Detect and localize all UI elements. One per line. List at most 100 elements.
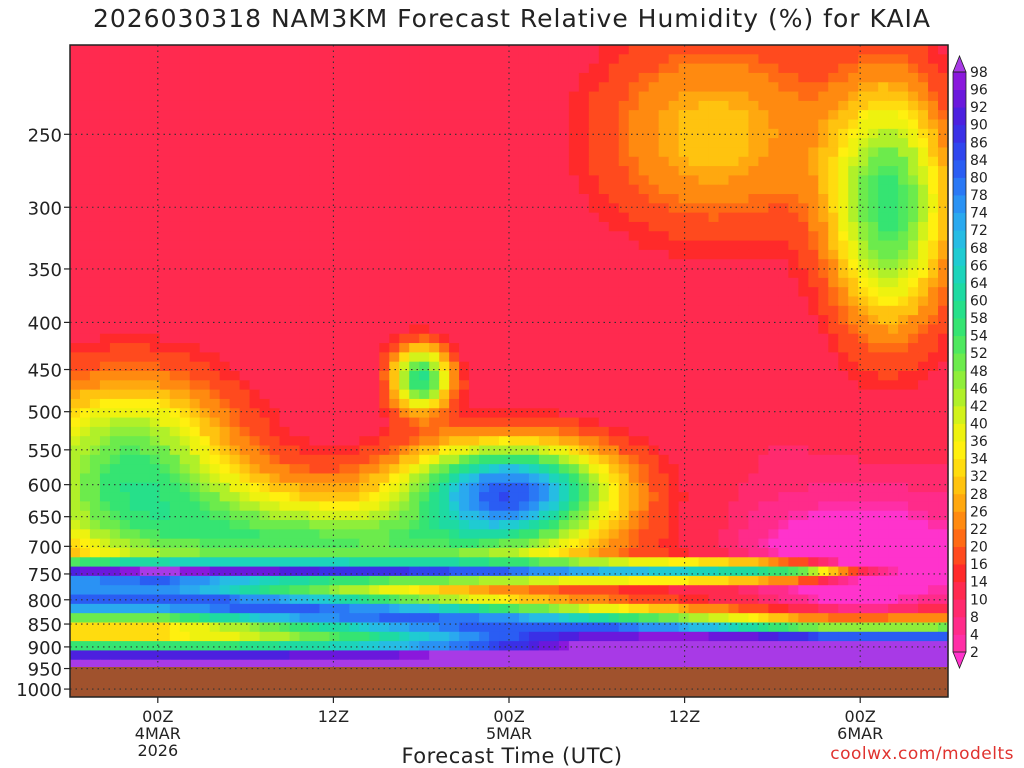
rh-cell [808, 529, 819, 540]
rh-cell [269, 100, 281, 111]
rh-cell [99, 119, 111, 130]
rh-cell [738, 72, 750, 83]
rh-cell [499, 371, 510, 381]
rh-cell [938, 100, 949, 111]
rh-cell [419, 464, 430, 475]
rh-cell [409, 305, 420, 316]
rh-cell [588, 287, 600, 298]
rh-cell [499, 166, 510, 176]
rh-cell [109, 175, 121, 186]
rh-cell [189, 119, 201, 130]
rh-cell [229, 352, 241, 363]
rh-cell [399, 175, 410, 186]
rh-cell [718, 296, 730, 307]
rh-cell [648, 361, 660, 372]
rh-cell [938, 82, 949, 93]
rh-cell [359, 194, 370, 204]
rh-cell [668, 45, 680, 55]
rh-cell [199, 194, 211, 204]
rh-cell [359, 128, 370, 139]
rh-cell [219, 72, 231, 83]
rh-cell [159, 268, 171, 279]
rh-cell [718, 184, 730, 195]
rh-cell [808, 333, 819, 344]
rh-cell [928, 324, 939, 335]
rh-cell [269, 464, 281, 475]
rh-cell [908, 231, 919, 242]
rh-cell [878, 82, 889, 93]
rh-cell [70, 501, 81, 512]
rh-cell [898, 305, 909, 316]
rh-cell [788, 259, 799, 270]
rh-cell [708, 194, 720, 204]
rh-cell [938, 194, 949, 204]
rh-cell [938, 110, 949, 121]
rh-cell [878, 54, 889, 65]
rh-cell [89, 54, 101, 65]
rh-cell [249, 249, 261, 260]
rh-cell [319, 268, 331, 279]
rh-cell [688, 119, 700, 130]
rh-cell [89, 184, 101, 195]
rh-cell [548, 501, 560, 512]
rh-cell [548, 194, 560, 204]
rh-cell [70, 110, 81, 121]
rh-cell [758, 287, 770, 298]
rh-cell [459, 315, 470, 326]
rh-cell [918, 175, 929, 186]
rh-cell [738, 501, 750, 512]
rh-cell [528, 529, 540, 540]
rh-cell [469, 492, 480, 502]
rh-cell [109, 389, 121, 400]
rh-cell [538, 259, 550, 270]
rh-cell [389, 231, 400, 242]
rh-cell [429, 492, 440, 502]
rh-cell [459, 147, 470, 158]
rh-cell [159, 194, 171, 204]
rh-cell [768, 166, 779, 176]
rh-cell [538, 221, 550, 232]
rh-cell [269, 91, 281, 102]
rh-cell [808, 454, 819, 465]
rh-cell [219, 156, 231, 167]
rh-cell [728, 520, 740, 530]
rh-cell [119, 138, 131, 149]
rh-cell [149, 324, 161, 335]
rh-cell [259, 547, 271, 558]
rh-cell [429, 194, 440, 204]
rh-cell [399, 492, 410, 502]
rh-cell [868, 436, 879, 447]
rh-cell [908, 45, 919, 55]
rh-cell [239, 119, 251, 130]
rh-cell [179, 464, 191, 475]
rh-cell [818, 296, 829, 307]
rh-cell [728, 221, 740, 232]
rh-cell [209, 398, 221, 409]
rh-cell [139, 296, 151, 307]
rh-cell [798, 343, 809, 353]
rh-cell [429, 287, 440, 298]
rh-cell [598, 231, 610, 242]
rh-cell [439, 82, 450, 93]
rh-cell [868, 473, 879, 484]
rh-cell [449, 54, 460, 65]
rh-cell [858, 538, 869, 549]
rh-cell [848, 119, 859, 130]
rh-cell [588, 277, 600, 288]
rh-cell [309, 110, 321, 121]
rh-cell [658, 464, 670, 475]
rh-cell [918, 547, 929, 558]
rh-cell [928, 221, 939, 232]
rh-cell [868, 557, 879, 568]
rh-cell [99, 91, 111, 102]
rh-cell [748, 221, 760, 232]
rh-cell [499, 501, 510, 512]
rh-cell [389, 100, 400, 111]
rh-cell [70, 100, 81, 111]
rh-cell [399, 333, 410, 344]
rh-cell [159, 138, 171, 149]
rh-cell [419, 268, 430, 279]
rh-cell [389, 277, 400, 288]
rh-cell [379, 175, 390, 186]
rh-cell [858, 138, 869, 149]
